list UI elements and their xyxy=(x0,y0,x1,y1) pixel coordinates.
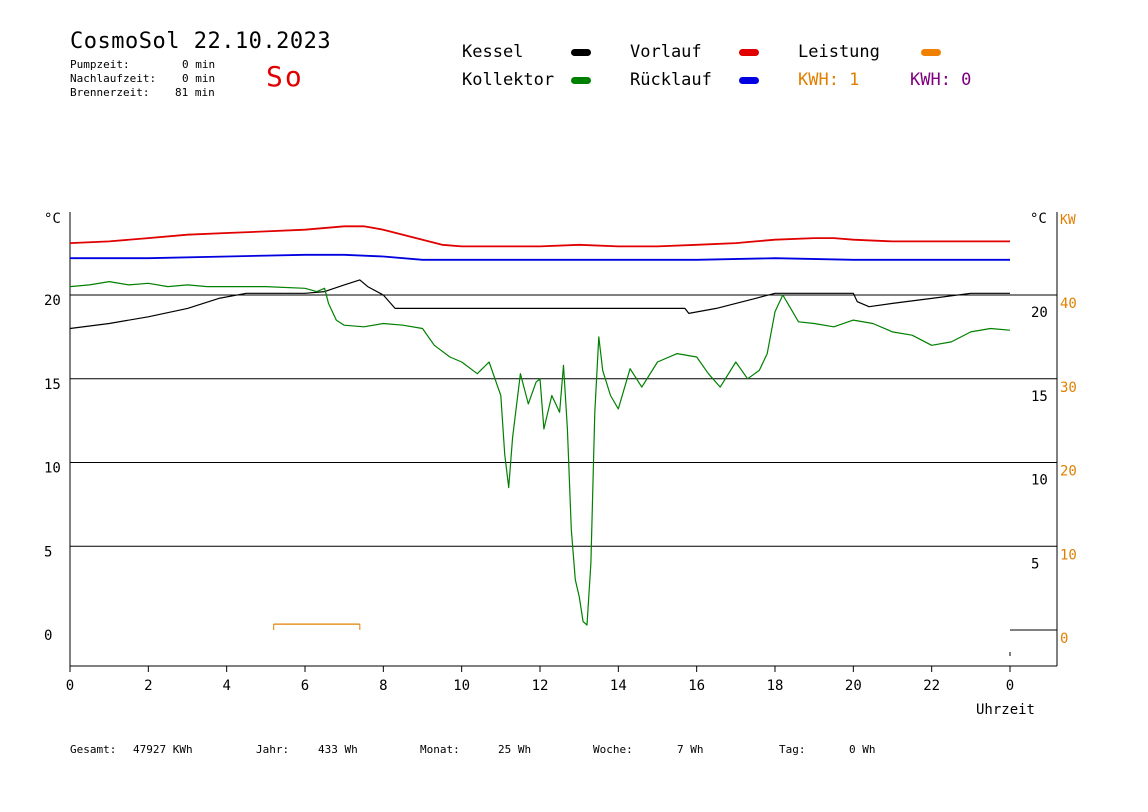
legend-vorlauf-label: Vorlauf xyxy=(630,42,702,62)
stat-pumpzeit-label: Pumpzeit: xyxy=(70,58,130,71)
pump-pulse xyxy=(266,630,271,648)
pump-pulse xyxy=(646,630,651,648)
y-kw-tick-label: 10 xyxy=(1060,547,1077,563)
y-left-tick-label: 5 xyxy=(44,544,52,560)
y-left-tick-label: 0 xyxy=(44,628,52,644)
footer-woche-value: 7 Wh xyxy=(677,743,704,756)
pump-pulse xyxy=(125,630,130,648)
y-right-tick-label: 10 xyxy=(1031,473,1048,489)
y-kw-tick-label: 30 xyxy=(1060,380,1077,396)
weekday-label: So xyxy=(266,60,304,93)
footer-jahr-label: Jahr: xyxy=(256,743,290,756)
x-tick-label: 14 xyxy=(610,678,627,694)
pump-pulse xyxy=(940,630,945,648)
y-kw-unit-label: KW xyxy=(1060,213,1076,228)
x-tick-label: 2 xyxy=(144,678,152,694)
footer-monat-label: Monat: xyxy=(420,743,460,756)
x-tick-label: 22 xyxy=(923,678,940,694)
y-left-unit-label: °C xyxy=(44,211,61,227)
y-kw-tick-label: 20 xyxy=(1060,464,1077,480)
legend-ruecklauf-label: Rücklauf xyxy=(630,70,712,90)
pump-pulse xyxy=(787,630,792,648)
x-tick-label: 0 xyxy=(1006,678,1014,694)
legend-kollektor-swatch xyxy=(571,77,591,84)
footer-jahr-value: 433 Wh xyxy=(318,743,358,756)
y-left-tick-label: 20 xyxy=(44,293,61,309)
pump-pulse xyxy=(352,630,357,648)
legend-kessel-swatch xyxy=(571,49,591,56)
y-right-tick-label: 20 xyxy=(1031,305,1048,321)
y-left-tick-label: 15 xyxy=(44,377,61,393)
stat-brennerzeit-value: 81 min xyxy=(175,86,215,99)
x-tick-label: 20 xyxy=(845,678,862,694)
x-tick-label: 8 xyxy=(379,678,387,694)
x-tick-label: 16 xyxy=(688,678,705,694)
x-axis-label: Uhrzeit xyxy=(976,702,1035,718)
y-left-tick-label: 10 xyxy=(44,461,61,477)
footer-tag-value: 0 Wh xyxy=(849,743,876,756)
series-line-kessel xyxy=(69,279,1010,330)
footer-tag-label: Tag: xyxy=(779,743,806,756)
legend-kessel-label: Kessel xyxy=(462,42,524,62)
chart-title: CosmoSol 22.10.2023 xyxy=(70,29,332,54)
series-line-ruecklauf xyxy=(70,253,1010,261)
legend-kwh1: KWH: 1 xyxy=(798,70,860,90)
legend-vorlauf-swatch xyxy=(739,49,759,56)
footer-gesamt-label: Gesamt: xyxy=(70,743,117,756)
series-line-kollektor xyxy=(69,281,1011,626)
legend-leistung-label: Leistung xyxy=(798,42,880,62)
y-right-unit-label: °C xyxy=(1030,211,1047,227)
x-tick-label: 10 xyxy=(453,678,470,694)
stat-nachlaufzeit-value: 0 min xyxy=(182,72,216,85)
x-tick-label: 4 xyxy=(222,678,230,694)
y-right-tick-label: 5 xyxy=(1031,556,1039,572)
pump-pulse xyxy=(524,630,529,648)
stat-nachlaufzeit-label: Nachlaufzeit: xyxy=(70,72,157,85)
y-right-tick-label: 15 xyxy=(1031,389,1048,405)
stat-pumpzeit-value: 0 min xyxy=(182,58,216,71)
legend-leistung-swatch xyxy=(921,49,941,56)
legend-kwh2: KWH: 0 xyxy=(910,70,972,90)
footer-monat-value: 25 Wh xyxy=(498,743,532,756)
legend-ruecklauf-swatch xyxy=(739,77,759,84)
y-kw-tick-label: 0 xyxy=(1060,631,1068,647)
footer-woche-label: Woche: xyxy=(593,743,633,756)
series-line-vorlauf xyxy=(69,225,1010,248)
x-tick-label: 12 xyxy=(532,678,549,694)
y-kw-tick-label: 40 xyxy=(1060,296,1077,312)
x-tick-label: 6 xyxy=(301,678,309,694)
x-tick-label: 0 xyxy=(66,678,74,694)
stat-brennerzeit-label: Brennerzeit: xyxy=(70,86,150,99)
pump-pulse xyxy=(395,630,400,648)
legend-kollektor-label: Kollektor xyxy=(462,70,555,90)
x-tick-label: 18 xyxy=(767,678,784,694)
pump-pulse xyxy=(446,630,451,648)
footer-gesamt-value: 47927 KWh xyxy=(133,743,193,756)
